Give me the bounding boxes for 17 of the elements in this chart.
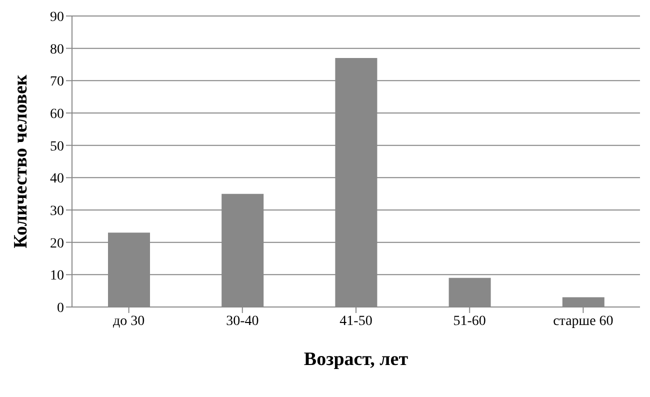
x-tick-label: до 30 [112,314,145,329]
y-tick-label: 60 [50,106,64,122]
y-tick-label: 80 [50,42,64,58]
y-tick-label: 10 [50,268,64,284]
y-tick-label: 20 [50,236,64,252]
y-tick-label: 0 [57,300,64,316]
x-tick-label: 30-40 [226,314,259,329]
y-tick-label: 30 [50,204,64,219]
y-tick-label: 40 [50,172,64,187]
y-tick-label: 70 [50,74,64,90]
x-tick-label: 41-50 [340,314,372,329]
x-tick-label: старше 60 [553,314,614,329]
x-axis-title: Возраст, лет [304,349,409,370]
y-axis-title: Количество человек [10,74,32,248]
x-tick-label: 51-60 [453,314,486,329]
y-tick-label: 50 [50,139,64,154]
y-tick-label: 90 [50,10,64,25]
